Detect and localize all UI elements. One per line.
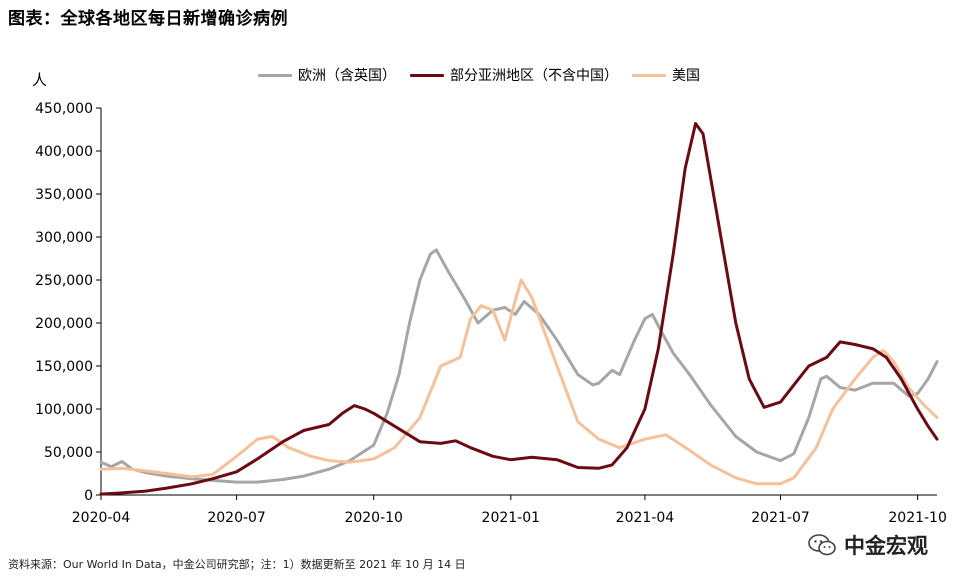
y-tick-label: 150,000	[35, 359, 93, 375]
watermark-text: 中金宏观	[844, 534, 928, 558]
legend-item-asia: 部分亚洲地区（不含中国）	[410, 65, 618, 85]
legend-label-europe: 欧洲（含英国）	[298, 68, 396, 84]
legend-item-europe: 欧洲（含英国）	[258, 65, 396, 85]
x-tick-label: 2021-01	[482, 510, 541, 526]
series-line-asia	[99, 122, 939, 496]
y-tick-label: 250,000	[35, 273, 93, 289]
legend-swatch-asia	[410, 73, 444, 77]
y-tick-label: 300,000	[35, 230, 93, 246]
y-tick-label: 0	[84, 488, 93, 504]
x-tick-label: 2020-10	[344, 510, 403, 526]
x-tick-label: 2021-10	[888, 510, 947, 526]
y-tick-label: 100,000	[35, 402, 93, 418]
legend-label-asia: 部分亚洲地区（不含中国）	[450, 68, 618, 84]
chart-legend: 欧洲（含英国） 部分亚洲地区（不含中国） 美国	[258, 65, 714, 85]
y-tick-label: 200,000	[35, 316, 93, 332]
y-tick-label: 350,000	[35, 187, 93, 203]
series-line-usa	[99, 278, 939, 486]
chart-title: 图表：全球各地区每日新增确诊病例	[8, 9, 288, 29]
legend-swatch-europe	[258, 73, 292, 77]
x-tick-label: 2021-07	[751, 510, 810, 526]
y-axis-unit-label: 人	[32, 71, 48, 89]
x-tick-label: 2020-07	[207, 510, 266, 526]
legend-label-usa: 美国	[672, 68, 700, 84]
watermark: 中金宏观	[808, 530, 928, 560]
y-tick-label: 50,000	[44, 445, 93, 461]
source-note: 资料来源：Our World In Data，中金公司研究部；注：1）数据更新至…	[8, 558, 466, 571]
legend-swatch-usa	[632, 73, 666, 77]
y-tick-label: 400,000	[35, 144, 93, 160]
x-tick-label: 2021-04	[616, 510, 675, 526]
x-tick-label: 2020-04	[72, 510, 131, 526]
wechat-icon	[808, 534, 836, 556]
legend-item-usa: 美国	[632, 65, 700, 85]
y-tick-label: 450,000	[35, 101, 93, 117]
